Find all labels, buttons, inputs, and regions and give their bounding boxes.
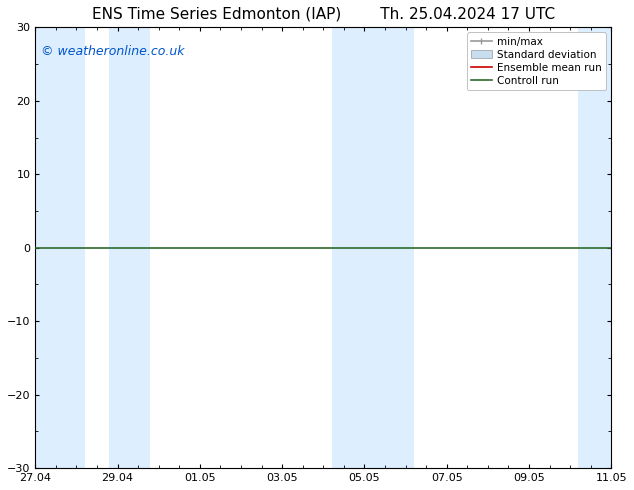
Bar [578,27,611,468]
Bar [36,27,85,468]
Text: © weatheronline.co.uk: © weatheronline.co.uk [41,45,184,58]
Bar [109,27,150,468]
Title: ENS Time Series Edmonton (IAP)        Th. 25.04.2024 17 UTC: ENS Time Series Edmonton (IAP) Th. 25.04… [92,7,555,22]
Bar [373,27,414,468]
Bar [332,27,373,468]
Legend: min/max, Standard deviation, Ensemble mean run, Controll run: min/max, Standard deviation, Ensemble me… [467,32,606,90]
